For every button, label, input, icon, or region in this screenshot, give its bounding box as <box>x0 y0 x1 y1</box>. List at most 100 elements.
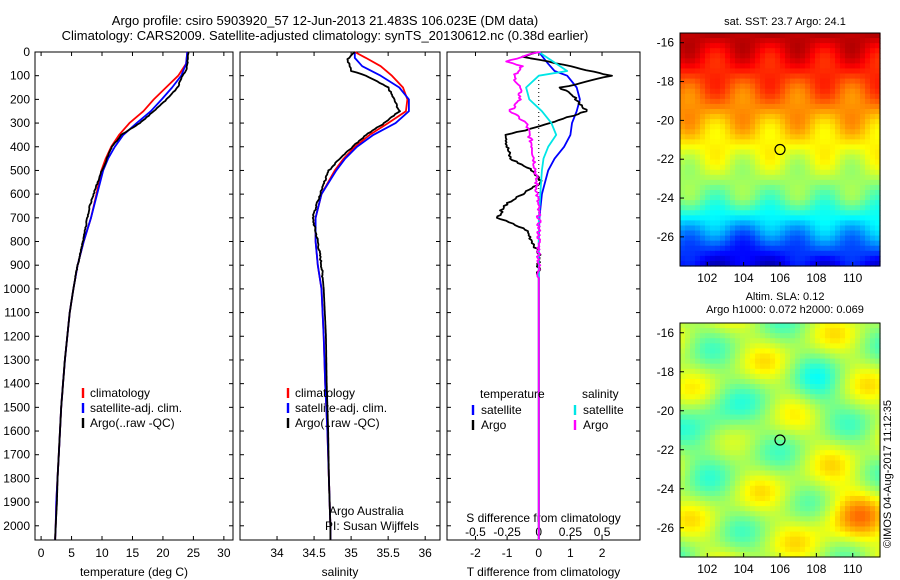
map-cell <box>745 48 751 54</box>
map-cell <box>795 531 801 538</box>
map-cell <box>735 108 741 115</box>
map-cell <box>765 200 771 206</box>
map-cell <box>695 83 701 90</box>
map-cell <box>845 225 851 232</box>
map-cell <box>690 255 696 262</box>
map-cell <box>715 511 721 517</box>
map-cell <box>760 378 766 385</box>
map-cell <box>770 144 776 151</box>
map-cell <box>795 184 801 191</box>
map-cell <box>815 368 821 375</box>
map-cell <box>780 373 786 380</box>
map-cell <box>680 546 686 553</box>
map-cell <box>695 348 701 355</box>
map-cell <box>775 250 781 257</box>
map-cell <box>870 501 876 507</box>
map-cell <box>770 546 776 553</box>
map-cell <box>785 98 791 105</box>
map-cell <box>765 450 771 456</box>
map-cell <box>765 114 771 120</box>
map-cell <box>865 98 871 105</box>
map-cell <box>850 384 856 390</box>
map-cell <box>760 225 766 232</box>
map-cell <box>835 88 841 95</box>
map-cell <box>700 179 706 186</box>
map-cell <box>745 129 751 135</box>
map-cell <box>715 184 721 191</box>
map-cell <box>755 353 761 360</box>
map-cell <box>790 394 796 400</box>
map-cell <box>825 245 831 252</box>
map-cell <box>735 144 741 151</box>
map-cell <box>800 470 806 477</box>
map-cell <box>730 38 736 44</box>
map-cell <box>875 53 881 59</box>
map-cell <box>860 215 866 222</box>
map-cell <box>850 429 856 436</box>
sst-map-title: sat. SST: 23.7 Argo: 24.1 <box>724 16 846 28</box>
map-cell <box>690 429 696 436</box>
map-cell <box>745 399 751 405</box>
map-cell <box>765 348 771 355</box>
map-cell <box>695 541 701 548</box>
map-cell <box>700 103 706 110</box>
map-cell <box>820 333 826 339</box>
map-cell <box>690 108 696 115</box>
map-cell <box>700 460 706 467</box>
map-cell <box>760 220 766 227</box>
map-cell <box>865 501 871 507</box>
map-cell <box>740 33 746 39</box>
map-cell <box>715 73 721 80</box>
map-cell <box>710 516 716 522</box>
map-cell <box>805 485 811 492</box>
map-cell <box>715 164 721 171</box>
map-cell <box>800 108 806 115</box>
map-cell <box>800 373 806 380</box>
map-cell <box>810 424 816 431</box>
map-cell <box>710 260 716 267</box>
map-cell <box>855 470 861 477</box>
map-cell <box>680 378 686 385</box>
map-cell <box>695 455 701 461</box>
map-cell <box>695 384 701 390</box>
map-cell <box>830 144 836 151</box>
map-cell <box>785 338 791 344</box>
map-cell <box>840 43 846 49</box>
map-cell <box>795 159 801 166</box>
map-cell <box>845 511 851 517</box>
map-cell <box>740 144 746 151</box>
map-cell <box>765 455 771 461</box>
map-cell <box>750 139 756 146</box>
map-cell <box>695 506 701 512</box>
map-cell <box>835 159 841 166</box>
map-cell <box>690 353 696 360</box>
map-cell <box>725 225 731 232</box>
map-cell <box>760 546 766 553</box>
map-cell <box>830 546 836 553</box>
map-cell <box>705 328 711 334</box>
map-cell <box>845 368 851 375</box>
map-cell <box>820 501 826 507</box>
map-cell <box>860 93 866 100</box>
map-cell <box>690 450 696 456</box>
map-cell <box>740 450 746 456</box>
map-cell <box>855 363 861 370</box>
map-cell <box>830 230 836 237</box>
map-cell <box>765 83 771 90</box>
map-cell <box>775 440 781 446</box>
map-cell <box>780 389 786 395</box>
map-cell <box>710 368 716 375</box>
map-cell <box>770 328 776 334</box>
map-cell <box>735 389 741 395</box>
map-cell <box>760 404 766 411</box>
map-cell <box>730 88 736 95</box>
map-cell <box>830 541 836 548</box>
map-cell <box>840 63 846 70</box>
map-cell <box>690 358 696 365</box>
map-cell <box>830 38 836 44</box>
map-cell <box>780 546 786 553</box>
map-cell <box>755 450 761 456</box>
map-cell <box>860 440 866 446</box>
map-cell <box>850 98 856 105</box>
map-cell <box>750 43 756 49</box>
